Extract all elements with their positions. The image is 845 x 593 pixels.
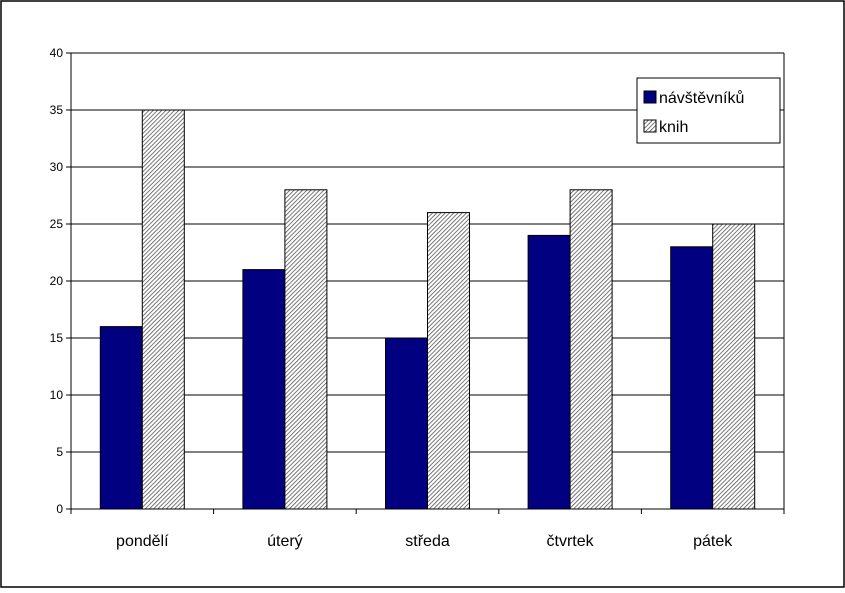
x-tick-label: čtvrtek: [547, 533, 595, 550]
x-tick-label: pondělí: [116, 533, 169, 550]
y-tick-label: 25: [50, 217, 64, 231]
bar-visitors: [527, 234, 571, 510]
y-tick-label: 35: [50, 103, 64, 117]
legend-swatch: [643, 119, 657, 133]
bar-visitors: [385, 337, 428, 510]
bar-visitors: [242, 269, 286, 510]
bar-visitors: [670, 246, 714, 510]
x-tick-label: úterý: [267, 533, 303, 550]
y-tick-label: 40: [50, 46, 64, 60]
legend-swatch: [643, 90, 657, 104]
legend-label: návštěvníků: [659, 89, 744, 107]
x-tick-label: středa: [405, 533, 450, 550]
bars: [99, 109, 756, 510]
y-tick-label: 15: [50, 331, 64, 345]
legend-label: knih: [659, 119, 688, 136]
bar-books: [712, 223, 756, 510]
legend: návštěvníků knih: [636, 77, 781, 144]
axes: 0 5 10 15 20 25 30 35 40 pondělí úterý středa čtvrte…: [50, 46, 785, 550]
y-tick-label: 20: [50, 274, 64, 288]
bar-visitors: [99, 326, 143, 510]
bar-books: [284, 189, 328, 510]
bar-books: [427, 212, 470, 510]
x-tick-label: pátek: [693, 533, 733, 550]
y-tick-label: 0: [56, 502, 63, 516]
y-tick-label: 30: [50, 160, 64, 174]
legend-box: [636, 77, 781, 144]
y-tick-label: 10: [50, 388, 64, 402]
y-tick-label: 5: [56, 445, 63, 459]
bar-books: [569, 189, 613, 510]
bar-books: [141, 109, 185, 510]
